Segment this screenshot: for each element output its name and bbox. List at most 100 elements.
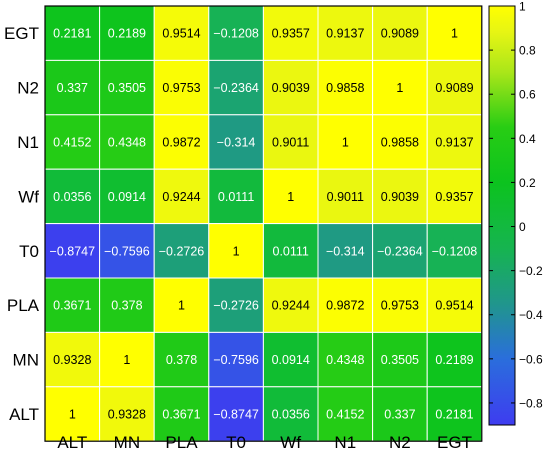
heatmap-cell (426, 59, 483, 116)
cell-value-label: 0.9328 (53, 353, 91, 367)
cell-value-label: 0.3505 (381, 353, 419, 367)
heatmap-cell (262, 386, 319, 442)
colorbar-tick-label: 1 (519, 0, 526, 14)
cell-value-label: 0.378 (166, 353, 197, 367)
cell-value-label: 0.9328 (108, 408, 146, 422)
cell-value-label: 0.9089 (381, 27, 419, 41)
colorbar-tick-label: −0.2 (519, 264, 543, 278)
cell-value-label: −0.2726 (213, 299, 259, 313)
cell-value-label: −0.8747 (50, 244, 96, 258)
heatmap-cell (262, 277, 319, 333)
cell-value-label: 0.0914 (272, 353, 310, 367)
heatmap-cell (317, 277, 374, 333)
cell-value-label: 0.2181 (435, 408, 473, 422)
heatmap-cell (372, 168, 428, 225)
heatmap-cell (262, 114, 319, 170)
cell-value-label: 1 (69, 408, 76, 422)
x-tick-label: ALT (57, 433, 87, 452)
cell-value-label: 0.9137 (435, 136, 473, 150)
cell-value-label: 1 (342, 136, 349, 150)
heatmap-cell (317, 59, 374, 116)
heatmap-cell (208, 223, 264, 279)
colorbar-gradient (488, 5, 516, 426)
cell-value-label: 0.0111 (273, 244, 309, 258)
heatmap-cell (153, 386, 210, 442)
cell-value-label: 0.0914 (108, 190, 146, 204)
plot-frame (44, 5, 483, 442)
heatmap-cell (372, 331, 428, 388)
heatmap-cell (99, 114, 155, 170)
y-tick-label: Wf (18, 187, 39, 206)
cell-value-label: 0.378 (111, 299, 142, 313)
cell-value-label: 0.337 (384, 408, 415, 422)
cell-value-label: −0.7596 (104, 244, 150, 258)
cell-value-label: 0.9244 (272, 299, 310, 313)
cell-value-label: 0.3671 (162, 408, 200, 422)
y-tick-label: ALT (9, 405, 39, 424)
y-tick-label: EGT (4, 24, 39, 43)
cell-value-label: 0.9011 (272, 136, 309, 150)
heatmap-cell (372, 223, 428, 279)
heatmap-cell (317, 331, 374, 388)
heatmap-cell (44, 168, 101, 225)
heatmap-cell (99, 331, 155, 388)
cell-value-label: 0.0356 (53, 190, 91, 204)
cell-value-label: 0.9753 (162, 81, 200, 95)
colorbar-tick-label: 0.2 (519, 176, 536, 190)
heatmap-cell (426, 386, 483, 442)
colorbar-tick-label: 0.6 (519, 88, 536, 102)
heatmap-cell (262, 223, 319, 279)
cell-value-label: 0.9858 (326, 81, 364, 95)
heatmap-cell (99, 277, 155, 333)
x-tick-label: EGT (437, 433, 472, 452)
cell-value-label: 0.2189 (435, 353, 473, 367)
cell-value-label: 0.4348 (326, 353, 364, 367)
heatmap-cell (208, 114, 264, 170)
colorbar-tick-label: 0.4 (519, 132, 536, 146)
y-tick-label: PLA (7, 296, 40, 315)
cell-value-label: −0.1208 (432, 244, 478, 258)
cell-value-label: 0.3671 (53, 299, 91, 313)
heatmap-cell (44, 331, 101, 388)
heatmap-cell (208, 59, 264, 116)
heatmap-cell (426, 223, 483, 279)
heatmap-cell (262, 331, 319, 388)
cell-value-label: −0.314 (217, 136, 256, 150)
cell-value-label: 0.9011 (327, 190, 364, 204)
cell-value-label: 0.9244 (162, 190, 200, 204)
colorbar-tick-label: −0.8 (519, 396, 543, 410)
y-tick-label: MN (13, 351, 39, 370)
cell-value-label: 0.9039 (381, 190, 419, 204)
cell-value-label: 0.4348 (108, 136, 146, 150)
cell-value-label: 0.2189 (108, 27, 146, 41)
cell-value-label: 0.3505 (108, 81, 146, 95)
cell-value-label: 0.9753 (381, 299, 419, 313)
cell-value-label: 0.0356 (272, 408, 310, 422)
x-axis-ticks: ALT MN PLA T0 Wf N1 N2 EGT (57, 433, 472, 452)
cell-value-label: 0.9872 (326, 299, 364, 313)
cell-value-label: 0.9137 (326, 27, 364, 41)
cell-value-label: −0.2364 (213, 81, 259, 95)
x-tick-label: N1 (334, 433, 356, 452)
heatmap-cell (153, 277, 210, 333)
cell-value-label: 0.9089 (435, 81, 473, 95)
x-tick-label: MN (114, 433, 140, 452)
cell-value-label: 1 (123, 353, 130, 367)
colorbar-tick-label: 0 (519, 220, 526, 234)
x-tick-label: Wf (280, 433, 301, 452)
cell-value-label: 0.9357 (435, 190, 473, 204)
x-tick-label: N2 (389, 433, 411, 452)
cell-value-label: −0.7596 (213, 353, 259, 367)
y-axis-ticks: EGT N2 N1 Wf T0 PLA MN ALT (4, 24, 40, 424)
cell-value-label: 0.9872 (162, 136, 200, 150)
heatmap-cells (44, 5, 483, 442)
x-tick-label: T0 (226, 433, 246, 452)
heatmap-cell-labels: 0.2181 0.2189 0.9514 −0.1208 0.9357 0.9137 0.9… (50, 27, 478, 422)
heatmap-cell (372, 277, 428, 333)
heatmap-cell (208, 168, 264, 225)
heatmap-cell (262, 168, 319, 225)
cell-value-label: −0.2364 (377, 244, 423, 258)
heatmap-cell (317, 5, 374, 61)
cell-value-label: 1 (451, 27, 458, 41)
